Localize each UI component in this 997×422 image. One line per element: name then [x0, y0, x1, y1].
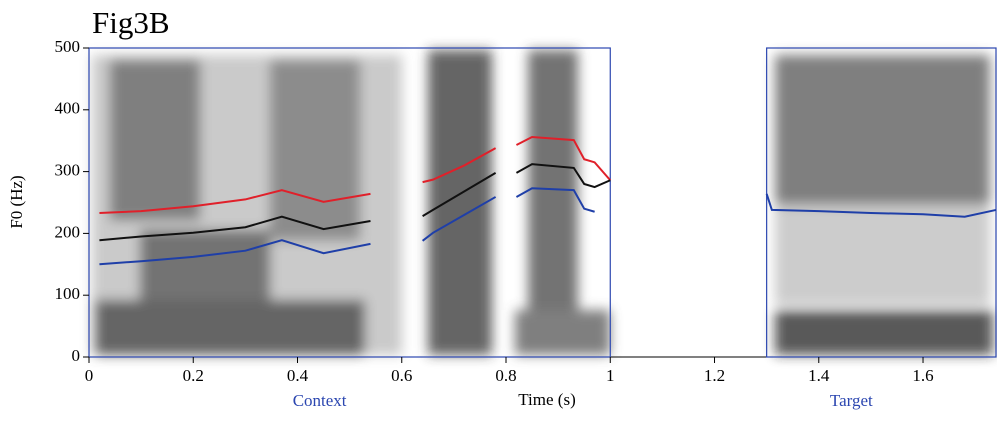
x-tick-label: 1.4 — [808, 366, 830, 385]
y-tick-label: 200 — [55, 222, 81, 241]
x-axis-label: Time (s) — [518, 390, 575, 409]
x-tick-label: 0 — [85, 366, 94, 385]
region-box — [766, 47, 997, 358]
f0-line — [99, 163, 611, 242]
y-tick-label: 100 — [55, 284, 81, 303]
f0-line — [99, 187, 997, 266]
f0-line — [99, 135, 612, 215]
x-tick-label: 1.6 — [912, 366, 933, 385]
region-box — [88, 47, 611, 358]
x-tick-label: 0.6 — [391, 366, 412, 385]
x-tick-label: 1.2 — [704, 366, 725, 385]
region-label: Context — [293, 391, 347, 410]
x-tick-label: 0.8 — [495, 366, 516, 385]
x-tick-label: 1 — [606, 366, 615, 385]
y-tick-label: 0 — [72, 346, 81, 365]
x-tick-label: 0.2 — [183, 366, 204, 385]
chart-title: Fig3B — [92, 5, 170, 40]
spectrogram — [92, 50, 993, 355]
y-axis-label: F0 (Hz) — [7, 175, 26, 228]
y-tick-label: 300 — [55, 161, 81, 180]
y-tick-label: 400 — [55, 99, 81, 118]
y-tick-label: 500 — [55, 37, 81, 56]
x-tick-label: 0.4 — [287, 366, 309, 385]
region-label: Target — [830, 391, 873, 410]
